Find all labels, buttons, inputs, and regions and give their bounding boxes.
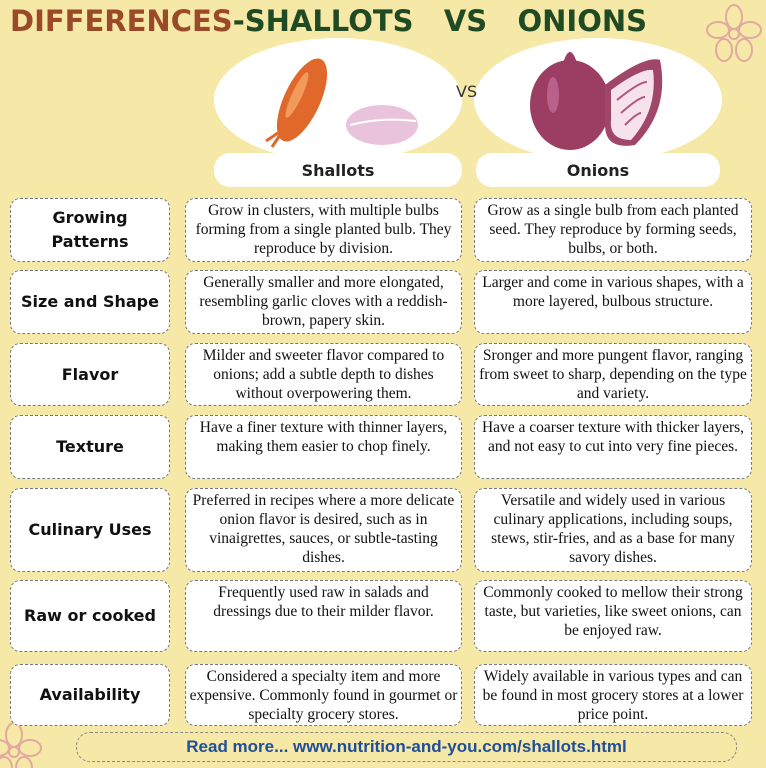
shallots-cell: Grow in clusters, with multiple bulbs fo… [185,198,462,262]
page-title: DIFFERENCES-SHALLOTS VS ONIONS [10,4,647,38]
row-label: Texture [10,415,170,479]
shallots-cell: Milder and sweeter flavor compared to on… [185,343,462,406]
shallots-cell: Generally smaller and more elongated, re… [185,270,462,334]
shallots-cell: Preferred in recipes where a more delica… [185,488,462,572]
onions-cell: Widely available in various types and ca… [474,664,752,726]
onion-illustration [530,52,663,150]
onions-cell: Have a coarser texture with thicker laye… [474,415,752,479]
column-header-onions: Onions [476,153,720,187]
row-label: Raw or cooked [10,580,170,652]
title-part-differences: DIFFERENCES [10,4,233,38]
flower-icon [0,722,42,768]
row-label: Size and Shape [10,270,170,334]
shallots-cell: Considered a specialty item and more exp… [185,664,462,726]
row-label: Availability [10,664,170,726]
title-part-comparison: -SHALLOTS VS ONIONS [232,4,647,38]
shallot-illustration [265,58,418,148]
row-label: Growing Patterns [10,198,170,262]
shallots-cell: Frequently used raw in salads and dressi… [185,580,462,652]
onions-cell: Commonly cooked to mellow their strong t… [474,580,752,652]
onions-cell: Versatile and widely used in various cul… [474,488,752,572]
onions-cell: Larger and come in various shapes, with … [474,270,752,334]
shallots-cell: Have a finer texture with thinner layers… [185,415,462,479]
shallots-image-bg [214,38,462,162]
vs-label: VS [456,82,478,101]
column-header-shallots: Shallots [214,153,462,187]
row-label: Flavor [10,343,170,406]
read-more-link[interactable]: Read more... www.nutrition-and-you.com/s… [76,732,737,762]
onions-cell: Sronger and more pungent flavor, ranging… [474,343,752,406]
onions-cell: Grow as a single bulb from each planted … [474,198,752,262]
flower-icon [706,4,762,62]
row-label: Culinary Uses [10,488,170,572]
